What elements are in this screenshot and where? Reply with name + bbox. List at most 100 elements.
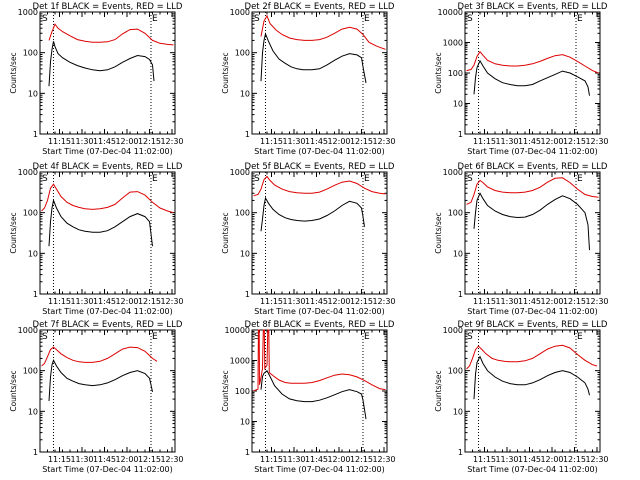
y-tick-label: 10000	[438, 8, 463, 17]
y-axis-label: Counts/sec	[221, 212, 230, 253]
x-tick-label: 12:30	[585, 137, 608, 146]
y-tick-label: 10	[240, 249, 250, 258]
y-axis-label: Counts/sec	[9, 52, 18, 93]
x-tick-label: 11:15	[473, 455, 496, 464]
x-tick-label: 11:15	[260, 297, 283, 306]
x-tick-label: 11:15	[473, 137, 496, 146]
plot-frame	[39, 329, 176, 453]
x-axis-label: Start Time (07-Dec-04 11:02:00)	[467, 147, 598, 156]
x-tick-label: 12:00	[327, 137, 350, 146]
y-axis-label: Counts/sec	[221, 370, 230, 411]
end-marker-label: E	[577, 174, 583, 184]
plot-frame	[251, 329, 388, 453]
x-tick-label: 11:15	[48, 137, 71, 146]
panel-det-2: Det 2f BLACK = Events, RED = LLD 1 10 100 10…	[221, 2, 396, 156]
y-tick-label: 1	[458, 130, 463, 139]
x-tick-label: 12:15	[350, 455, 373, 464]
x-tick-label: 12:30	[160, 455, 183, 464]
x-tick-label: 12:30	[372, 297, 395, 306]
y-axis-label: Counts/sec	[434, 212, 443, 253]
x-tick-label: 12:00	[327, 297, 350, 306]
x-tick-label: 12:00	[115, 455, 138, 464]
y-tick-label: 1000	[443, 168, 463, 177]
y-tick-label: 10	[240, 418, 250, 427]
plot-frame	[464, 329, 601, 453]
x-tick-label: 11:45	[305, 455, 328, 464]
plot-frame	[251, 171, 388, 295]
x-tick-label: 12:30	[372, 455, 395, 464]
lld-series-line	[41, 346, 158, 367]
start-marker-label: S	[42, 14, 48, 24]
x-tick-label: 11:30	[495, 137, 518, 146]
panel-title: Det 8f BLACK = Events, RED = LLD	[245, 320, 395, 330]
y-tick-label: 1000	[230, 8, 250, 17]
y-tick-label: 10	[453, 100, 463, 109]
x-tick-label: 12:30	[160, 137, 183, 146]
x-tick-label: 12:30	[160, 297, 183, 306]
start-marker-label: S	[467, 174, 473, 184]
lld-series-line	[466, 50, 599, 74]
y-tick-label: 1000	[18, 8, 38, 17]
x-tick-label: 11:30	[70, 137, 93, 146]
end-marker-label: E	[152, 14, 158, 24]
plot-frame	[464, 11, 601, 135]
events-series-line	[48, 198, 153, 247]
panel-det-1: Det 1f BLACK = Events, RED = LLD 1 10 100 10…	[9, 2, 184, 156]
x-axis-label: Start Time (07-Dec-04 11:02:00)	[467, 465, 598, 474]
events-series-line	[48, 41, 155, 87]
panel-det-7: Det 7f BLACK = Events, RED = LLD 1 10 100 10…	[9, 320, 184, 474]
y-tick-label: 10	[453, 407, 463, 416]
x-tick-label: 11:45	[93, 297, 116, 306]
x-tick-label: 12:30	[585, 297, 608, 306]
lld-series-line	[48, 23, 174, 46]
x-tick-label: 12:15	[563, 297, 586, 306]
events-series-line	[473, 59, 590, 96]
y-tick-label: 1	[245, 290, 250, 299]
x-axis-label: Start Time (07-Dec-04 11:02:00)	[42, 307, 173, 316]
panel-det-8: Det 8f BLACK = Events, RED = LLD 1 10 100 10…	[221, 320, 396, 474]
panel-title: Det 4f BLACK = Events, RED = LLD	[33, 162, 183, 172]
events-series-line	[48, 359, 153, 402]
y-tick-label: 10	[240, 89, 250, 98]
x-tick-label: 11:30	[282, 137, 305, 146]
x-tick-label: 12:30	[372, 137, 395, 146]
x-tick-label: 11:30	[70, 297, 93, 306]
y-tick-label: 100	[235, 387, 250, 396]
y-tick-label: 100	[448, 367, 463, 376]
start-marker-label: S	[42, 174, 48, 184]
panel-det-3: Det 3f BLACK = Events, RED = LLD 1 10 100 10…	[434, 2, 609, 156]
panel-title: Det 5f BLACK = Events, RED = LLD	[245, 162, 395, 172]
panel-title: Det 7f BLACK = Events, RED = LLD	[33, 320, 183, 330]
start-marker-label: S	[254, 174, 260, 184]
y-tick-label: 100	[448, 209, 463, 218]
x-tick-label: 11:45	[518, 137, 541, 146]
y-axis-label: Counts/sec	[221, 52, 230, 93]
y-tick-label: 1000	[230, 357, 250, 366]
y-tick-label: 1	[33, 290, 38, 299]
x-tick-label: 11:15	[473, 297, 496, 306]
panel-det-5: Det 5f BLACK = Events, RED = LLD 1 10 100 10…	[221, 162, 396, 316]
events-series-line	[473, 355, 590, 400]
end-marker-label: E	[152, 332, 158, 342]
x-tick-label: 12:15	[350, 297, 373, 306]
y-tick-label: 1	[33, 448, 38, 457]
x-tick-label: 12:00	[115, 137, 138, 146]
x-axis-label: Start Time (07-Dec-04 11:02:00)	[254, 465, 385, 474]
end-marker-label: E	[364, 174, 370, 184]
lld-series-line	[41, 183, 174, 214]
y-tick-label: 1000	[230, 168, 250, 177]
x-tick-label: 11:15	[260, 455, 283, 464]
x-tick-label: 12:00	[327, 455, 350, 464]
start-marker-label: S	[467, 332, 473, 342]
lld-series-line	[253, 175, 386, 197]
y-tick-label: 10	[453, 249, 463, 258]
y-tick-label: 1000	[18, 168, 38, 177]
end-marker-label: E	[577, 332, 583, 342]
x-tick-label: 11:45	[518, 455, 541, 464]
x-tick-label: 11:45	[93, 137, 116, 146]
x-axis-label: Start Time (07-Dec-04 11:02:00)	[254, 147, 385, 156]
x-tick-label: 11:45	[518, 297, 541, 306]
y-tick-label: 100	[23, 209, 38, 218]
x-tick-label: 11:15	[48, 297, 71, 306]
